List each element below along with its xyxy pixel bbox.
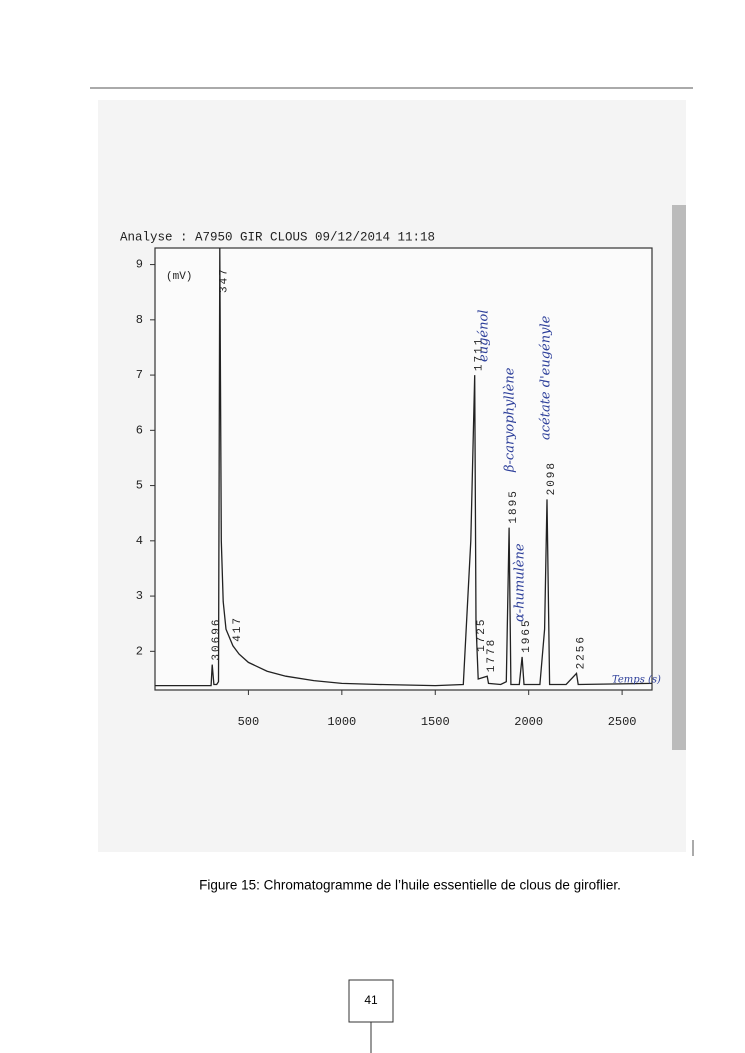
x-tick-label: 1000 (327, 715, 356, 729)
peak-label: 1711 (474, 337, 486, 371)
x-tick-label: 2000 (514, 715, 543, 729)
y-tick-label: 2 (136, 644, 143, 658)
peak-label: 1778 (486, 638, 498, 672)
y-tick-label: 5 (136, 479, 143, 493)
y-tick-label: 4 (136, 534, 143, 548)
peak-label: 417 (232, 616, 244, 642)
x-tick-label: 500 (238, 715, 260, 729)
peak-label: 1895 (508, 489, 520, 523)
x-tick-label: 1500 (421, 715, 450, 729)
peak-label: 1725 (476, 618, 488, 652)
chromatogram-trace (155, 247, 653, 687)
y-axis-label: (mV) (166, 271, 192, 283)
handwritten-annotation: β-caryophyllène (503, 367, 518, 473)
y-tick-label: 6 (136, 423, 143, 437)
page-number: 41 (364, 993, 378, 1007)
handwritten-annotation: Temps (s) (612, 675, 661, 686)
handwritten-annotation: α-humulène (513, 543, 528, 622)
peak-label: 2098 (546, 461, 558, 495)
plot-frame (154, 247, 653, 691)
y-tick-label: 3 (136, 589, 143, 603)
y-tick-label: 7 (136, 368, 143, 382)
scan-edge (672, 205, 686, 750)
peak-label: 2256 (575, 635, 587, 669)
figure-caption: Figure 15: Chromatogramme de l’huile ess… (199, 878, 621, 893)
y-tick-label: 9 (136, 258, 143, 272)
handwritten-annotation: acétate d'eugényle (539, 315, 554, 440)
peak-label: 1965 (521, 618, 533, 652)
peak-label: 30696 (211, 618, 223, 661)
x-tick-label: 2500 (608, 715, 637, 729)
chart-title: Analyse : A7950 GIR CLOUS 09/12/2014 11:… (120, 230, 435, 244)
handwritten-annotation: eugénol (477, 310, 492, 362)
peak-label: 347 (219, 267, 231, 293)
y-tick-label: 8 (136, 313, 143, 327)
